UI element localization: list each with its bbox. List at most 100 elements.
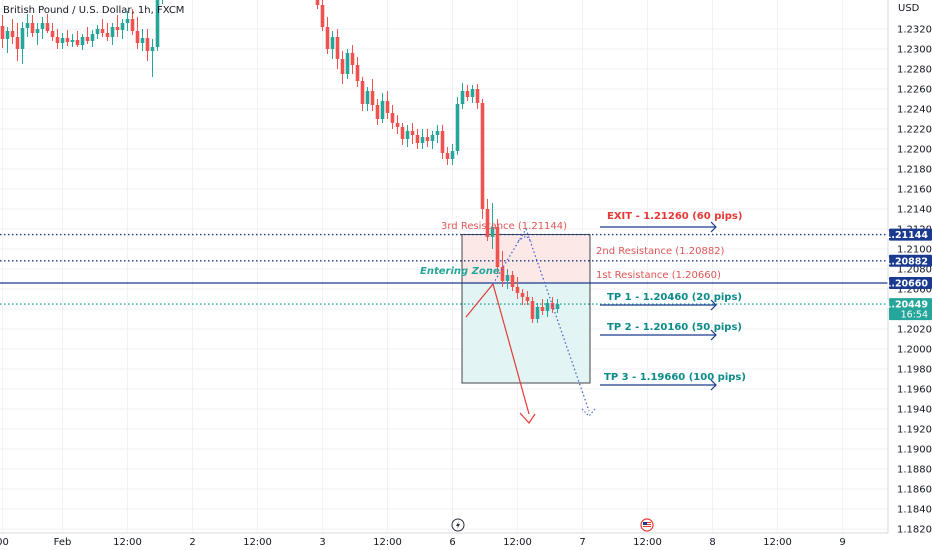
candle-bull	[435, 131, 440, 135]
y-tick-label: 1.19000	[897, 445, 932, 456]
candle-bear	[520, 293, 525, 297]
candle-bear	[130, 19, 135, 31]
candle-bear	[410, 131, 415, 135]
countdown-label: 16:54	[901, 310, 928, 321]
x-tick-label: 3	[319, 537, 325, 548]
chart-title: British Pound / U.S. Dollar, 1h, FXCM	[3, 5, 184, 16]
candle-bear	[510, 275, 515, 287]
y-tick-label: 1.20800	[897, 265, 932, 276]
candle-bull	[505, 275, 510, 281]
y-tick-label: 1.23200	[897, 25, 932, 36]
annotation-label: 1st Resistance (1.20660)	[596, 270, 721, 281]
x-tick-label: 6	[449, 537, 455, 548]
candle-bear	[340, 59, 345, 74]
annotation-arrow-head	[710, 299, 717, 311]
candle-bear	[355, 65, 360, 81]
annotation-label: 2nd Resistance (1.20882)	[596, 246, 725, 257]
x-tick-label: 12:00	[633, 537, 662, 548]
x-tick-label: 12:00	[763, 537, 792, 548]
x-tick-label: Feb	[54, 537, 72, 548]
candle-bear	[0, 26, 5, 39]
price-axis[interactable]: 1.23200 1.23000 1.22800 1.22600 1.22400 1.222…	[897, 25, 932, 536]
candle-bear	[115, 27, 120, 30]
candle-bear	[360, 81, 365, 104]
y-tick-label: 1.22000	[897, 145, 932, 156]
y-tick-label: 1.21000	[897, 245, 932, 256]
alt-up-arrowhead	[517, 235, 533, 243]
candle-bull	[20, 28, 25, 49]
time-axis[interactable]: 00 Feb 12:00 2 12:00 3 12:00 6 12:00 7 12:00 8 12:00…	[0, 537, 846, 548]
trade-zones	[461, 234, 591, 384]
candle-bear	[105, 33, 110, 37]
candle-bear	[485, 209, 490, 237]
annotation-arrow-head	[710, 221, 717, 233]
x-tick-label: 8	[709, 537, 715, 548]
candle-bull	[80, 37, 85, 45]
candle-bear	[45, 23, 50, 31]
candle-bear	[135, 31, 140, 43]
us-flag-event-icon[interactable]	[640, 518, 654, 532]
candle-bull	[40, 23, 45, 29]
alt-scenario-path	[492, 227, 590, 412]
x-tick-label: 12:00	[373, 537, 402, 548]
bearish-arrowhead	[519, 412, 536, 424]
y-tick-label: 1.19200	[897, 425, 932, 436]
candle-bull	[345, 53, 350, 74]
level-price-tag	[889, 298, 932, 321]
lightning-event-icon[interactable]	[451, 518, 465, 532]
candle-bull	[90, 34, 95, 41]
annotation-label: 3rd Resistance (1.21144)	[441, 221, 567, 232]
y-tick-label: 1.19600	[897, 385, 932, 396]
stop-loss-zone	[462, 234, 590, 283]
candle-bear	[145, 38, 150, 51]
level-price-label: 1.21144	[885, 230, 929, 241]
y-tick-label: 1.19400	[897, 405, 932, 416]
level-price-label: 1.20660	[885, 279, 929, 290]
candle-bull	[140, 38, 145, 43]
candle-bull	[545, 303, 550, 311]
candle-bear	[15, 37, 20, 49]
annotation-arrow-head	[710, 329, 717, 341]
y-tick-label: 1.20000	[897, 345, 932, 356]
candle-bull	[450, 151, 455, 159]
candle-bear	[100, 29, 105, 33]
alt-down-arrowhead	[581, 408, 596, 417]
candle-bear	[30, 23, 35, 33]
y-tick-label: 1.22600	[897, 85, 932, 96]
level-price-tag	[889, 254, 932, 267]
candle-bear	[415, 135, 420, 143]
candle-bull	[420, 137, 425, 143]
candle-bull	[125, 19, 130, 23]
candle-bull	[120, 23, 125, 30]
candle-bear	[325, 27, 330, 49]
scenario-paths	[465, 227, 596, 424]
candle-bull	[460, 91, 465, 104]
level-price-tag	[889, 228, 932, 241]
y-tick-label: 1.22800	[897, 65, 932, 76]
x-tick-label: 12:00	[503, 537, 532, 548]
y-tick-label: 1.18800	[897, 465, 932, 476]
candles	[0, 0, 560, 323]
candle-bear	[315, 0, 320, 5]
candle-bear	[445, 153, 450, 159]
candle-bear	[75, 40, 80, 45]
candle-bull	[555, 304, 560, 309]
y-tick-label: 1.18600	[897, 485, 932, 496]
annotation-label: TP 3 - 1.19660 (100 pips)	[604, 372, 746, 383]
candle-bear	[335, 37, 340, 59]
candle-bull	[430, 135, 435, 141]
y-tick-label: 1.23000	[897, 45, 932, 56]
position-box	[461, 234, 591, 384]
x-tick-label: 9	[839, 537, 845, 548]
candle-bear	[440, 131, 445, 153]
candle-bull	[95, 29, 100, 34]
annotation-label: Entering Zone	[420, 266, 500, 277]
y-tick-label: 1.21800	[897, 165, 932, 176]
candle-bull	[155, 0, 160, 47]
candle-bear	[395, 123, 400, 127]
y-tick-label: 1.21600	[897, 185, 932, 196]
candle-bear	[55, 37, 60, 43]
y-tick-label: 1.19800	[897, 365, 932, 376]
annotations: EXIT - 1.21260 (60 pips) 3rd Resistance (…	[420, 211, 746, 391]
